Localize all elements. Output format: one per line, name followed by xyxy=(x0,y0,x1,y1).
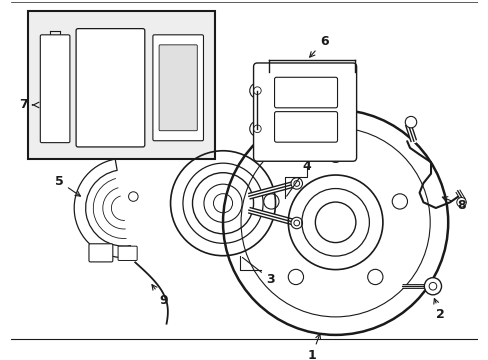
Circle shape xyxy=(424,278,441,295)
Circle shape xyxy=(405,116,416,128)
FancyBboxPatch shape xyxy=(84,41,137,135)
Wedge shape xyxy=(74,159,132,258)
Text: 8: 8 xyxy=(442,197,465,212)
FancyBboxPatch shape xyxy=(153,35,203,141)
FancyBboxPatch shape xyxy=(253,63,356,161)
Circle shape xyxy=(290,178,302,189)
Text: 4: 4 xyxy=(286,161,311,196)
Circle shape xyxy=(456,198,466,207)
Text: 7: 7 xyxy=(19,98,28,112)
Text: 9: 9 xyxy=(152,285,168,307)
FancyBboxPatch shape xyxy=(118,246,137,261)
Text: 6: 6 xyxy=(309,35,328,57)
FancyBboxPatch shape xyxy=(89,244,113,262)
Text: 3: 3 xyxy=(242,257,274,286)
Text: 1: 1 xyxy=(307,334,320,360)
Text: 2: 2 xyxy=(433,298,444,321)
Circle shape xyxy=(290,217,302,229)
Text: 5: 5 xyxy=(55,175,80,196)
Circle shape xyxy=(249,83,264,98)
Circle shape xyxy=(249,121,264,136)
FancyBboxPatch shape xyxy=(274,77,337,108)
Circle shape xyxy=(315,202,355,243)
FancyBboxPatch shape xyxy=(159,45,197,131)
FancyBboxPatch shape xyxy=(76,29,144,147)
FancyBboxPatch shape xyxy=(40,35,70,143)
Bar xyxy=(28,12,215,159)
FancyBboxPatch shape xyxy=(274,112,337,142)
